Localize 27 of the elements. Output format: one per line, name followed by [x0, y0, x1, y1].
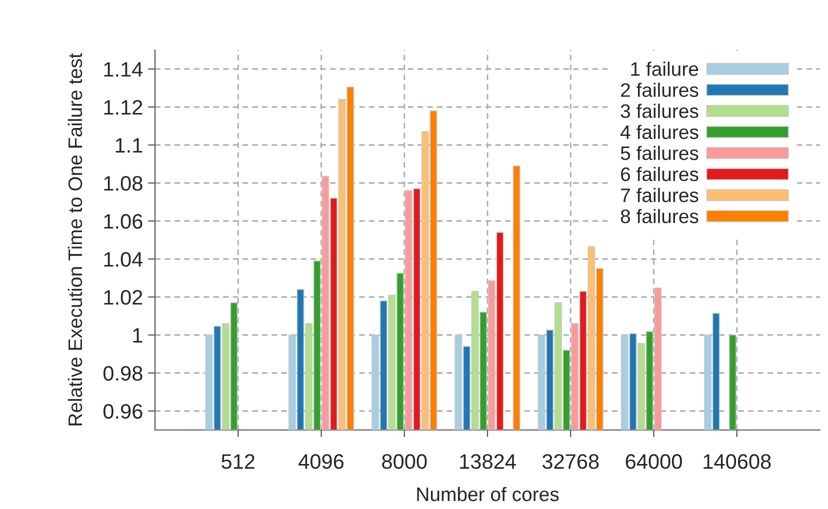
x-tick-label: 512 — [222, 454, 254, 469]
y-tick-label: 1 — [133, 328, 142, 343]
y-tick-label: 1.14 — [104, 62, 143, 77]
x-tick-label: 8000 — [382, 454, 427, 469]
legend-label: 3 failures — [620, 104, 698, 118]
y-tick-label: 0.96 — [103, 404, 142, 419]
x-tick-label: 140608 — [704, 454, 771, 469]
legend-label: 2 failures — [621, 82, 698, 97]
legend-label: 7 failures — [621, 188, 698, 202]
y-tick-label: 0.98 — [103, 366, 142, 381]
legend-label: 4 failures — [620, 124, 698, 140]
x-axis-title: Number of cores — [417, 486, 559, 502]
x-tick-label: 32768 — [542, 454, 599, 469]
legend-label: 8 failures — [620, 208, 698, 224]
x-tick-label: 4096 — [298, 454, 344, 469]
x-tick-label: 64000 — [626, 454, 682, 469]
y-tick-label: 1.06 — [104, 214, 142, 229]
y-axis-title: Relative Execution Time to One Failure test — [68, 53, 82, 426]
y-tick-label: 1.1 — [116, 138, 142, 153]
y-tick-label: 1.08 — [104, 176, 142, 191]
legend-label: 1 failure — [631, 62, 698, 76]
y-tick-label: 1.04 — [104, 252, 143, 267]
legend-label: 6 failures — [621, 166, 698, 182]
y-tick-label: 1.02 — [104, 290, 142, 305]
x-tick-label: 13824 — [460, 454, 516, 469]
legend-label: 5 failures — [620, 146, 698, 160]
y-tick-label: 1.12 — [104, 100, 142, 115]
